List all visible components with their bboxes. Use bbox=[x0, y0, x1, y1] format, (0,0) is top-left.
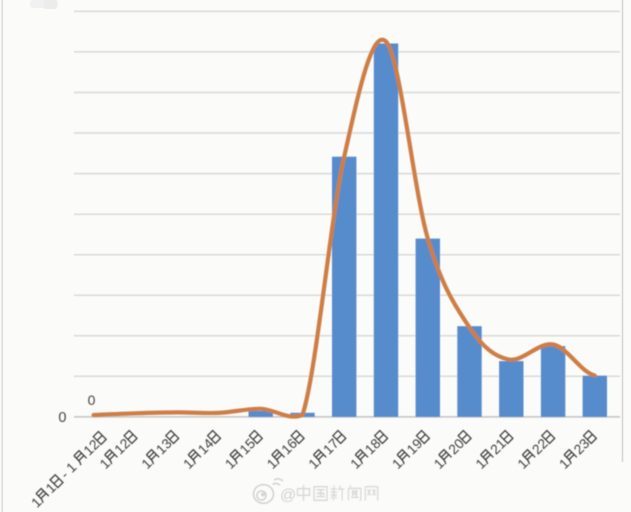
svg-text:0: 0 bbox=[88, 392, 96, 408]
svg-text:@: @ bbox=[280, 487, 296, 504]
svg-text:0: 0 bbox=[58, 410, 66, 426]
